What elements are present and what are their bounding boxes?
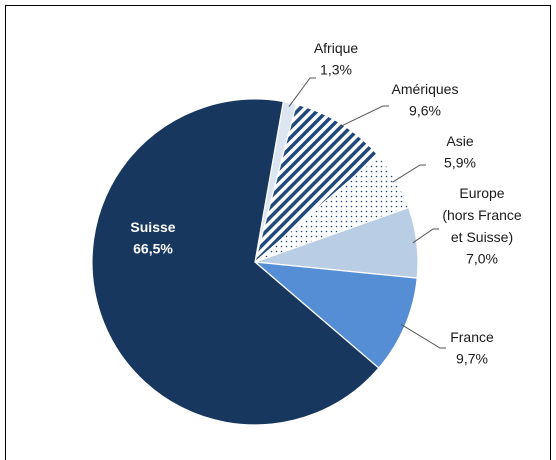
pie-slice: [253, 261, 418, 369]
slice-label: Asie: [446, 133, 473, 149]
leader-line: [412, 228, 439, 244]
chart-frame: [5, 5, 551, 460]
slice-label: Afrique: [314, 40, 359, 56]
slice-value-label: 7,0%: [466, 251, 498, 267]
slice-value-label: 66,5%: [133, 241, 173, 257]
pie-slice: [91, 98, 380, 426]
slice-label: France: [450, 329, 494, 345]
pie-slice: [253, 103, 380, 264]
slice-value-label: 5,9%: [444, 155, 476, 171]
slice-label: Suisse: [130, 219, 175, 235]
slice-value-label: 9,6%: [409, 103, 441, 119]
leader-line: [338, 105, 389, 128]
leader-line: [400, 324, 446, 349]
slice-value-label: 1,3%: [320, 62, 352, 78]
slice-value-label: 9,7%: [456, 351, 488, 367]
leader-line: [392, 164, 426, 183]
slice-label: Amériques: [392, 81, 459, 97]
leader-line: [288, 77, 316, 107]
slice-label: Europe (hors France et Suisse): [442, 185, 522, 245]
